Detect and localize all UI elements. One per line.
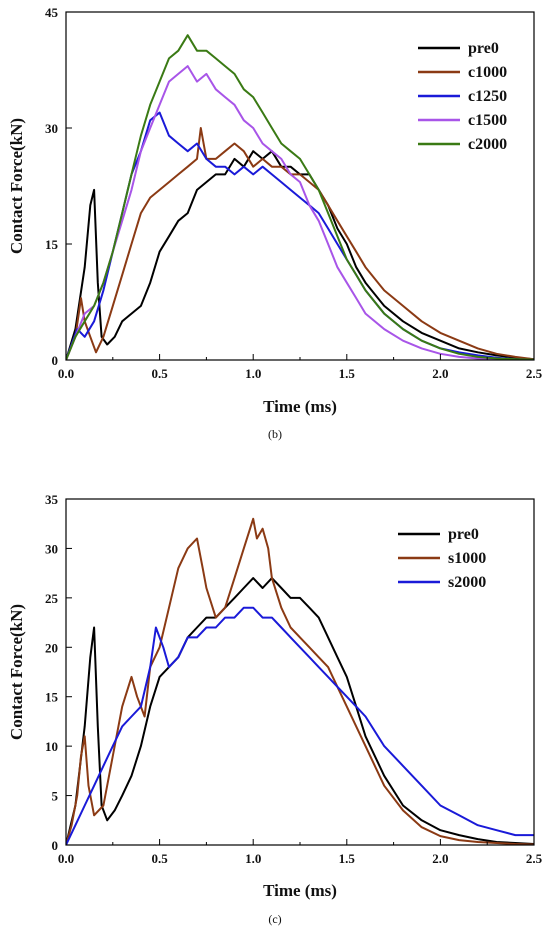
- x-tick-label: 1.5: [339, 366, 356, 381]
- y-tick-label: 35: [45, 492, 59, 507]
- y-tick-label: 0: [52, 838, 59, 853]
- x-tick-label: 2.5: [526, 851, 543, 866]
- series-line-s2000: [66, 606, 534, 845]
- caption-c: (c): [268, 912, 281, 926]
- series-line-c1250: [66, 111, 534, 360]
- y-tick-label: 25: [45, 591, 59, 606]
- legend-label-s2000: s2000: [448, 574, 486, 591]
- chart-panel-b: 0.0 0.5 1.0 1.5 2.0 2.5 0 15 30 45 Time (ms) Contac…: [7, 5, 543, 416]
- series-group: [66, 517, 534, 845]
- y-tick-label: 15: [45, 237, 59, 252]
- series-group: [66, 34, 534, 360]
- legend-label-c1500: c1500: [468, 112, 507, 129]
- legend: pre0 c1000 c1250 c1500 c2000: [418, 40, 507, 153]
- x-axis-label: Time (ms): [263, 881, 337, 900]
- x-tick-label: 2.5: [526, 366, 543, 381]
- x-tick-label: 1.0: [245, 851, 261, 866]
- y-axis-label: Contact Force(kN): [7, 604, 26, 740]
- series-line-c1500: [66, 65, 534, 360]
- y-tick-label: 45: [45, 5, 59, 20]
- y-tick-label: 0: [52, 353, 59, 368]
- y-tick-label: 30: [45, 541, 58, 556]
- x-tick-label: 0.0: [58, 366, 74, 381]
- series-line-pre0: [66, 577, 534, 845]
- series-line-c1000: [66, 127, 534, 360]
- y-tick-label: 30: [45, 121, 58, 136]
- y-tick-label: 15: [45, 690, 59, 705]
- y-tick-label: 10: [45, 739, 58, 754]
- series-line-c2000: [66, 34, 534, 360]
- legend-label-pre0: pre0: [448, 526, 479, 543]
- x-tick-label: 1.0: [245, 366, 261, 381]
- y-tick-label: 5: [52, 789, 59, 804]
- y-axis-label: Contact Force(kN): [7, 118, 26, 254]
- legend: pre0 s1000 s2000: [398, 526, 486, 591]
- x-axis-label: Time (ms): [263, 397, 337, 416]
- x-tick-label: 1.5: [339, 851, 356, 866]
- x-tick-label: 2.0: [432, 366, 448, 381]
- legend-label-c1000: c1000: [468, 64, 507, 81]
- y-tick-label: 20: [45, 640, 58, 655]
- legend-label-pre0: pre0: [468, 40, 499, 57]
- x-tick-label: 0.5: [151, 851, 168, 866]
- legend-label-c1250: c1250: [468, 88, 507, 105]
- x-tick-label: 0.5: [151, 366, 168, 381]
- series-line-s1000: [66, 517, 534, 845]
- legend-label-s1000: s1000: [448, 550, 486, 567]
- legend-label-c2000: c2000: [468, 136, 507, 153]
- x-tick-label: 0.0: [58, 851, 74, 866]
- plot-frame: [65, 11, 535, 361]
- chart-panel-c: 0.0 0.5 1.0 1.5 2.0 2.5 0 5 10 15 20 25 30 35 Time (ms…: [7, 492, 543, 900]
- caption-b: (b): [268, 427, 282, 441]
- x-tick-label: 2.0: [432, 851, 448, 866]
